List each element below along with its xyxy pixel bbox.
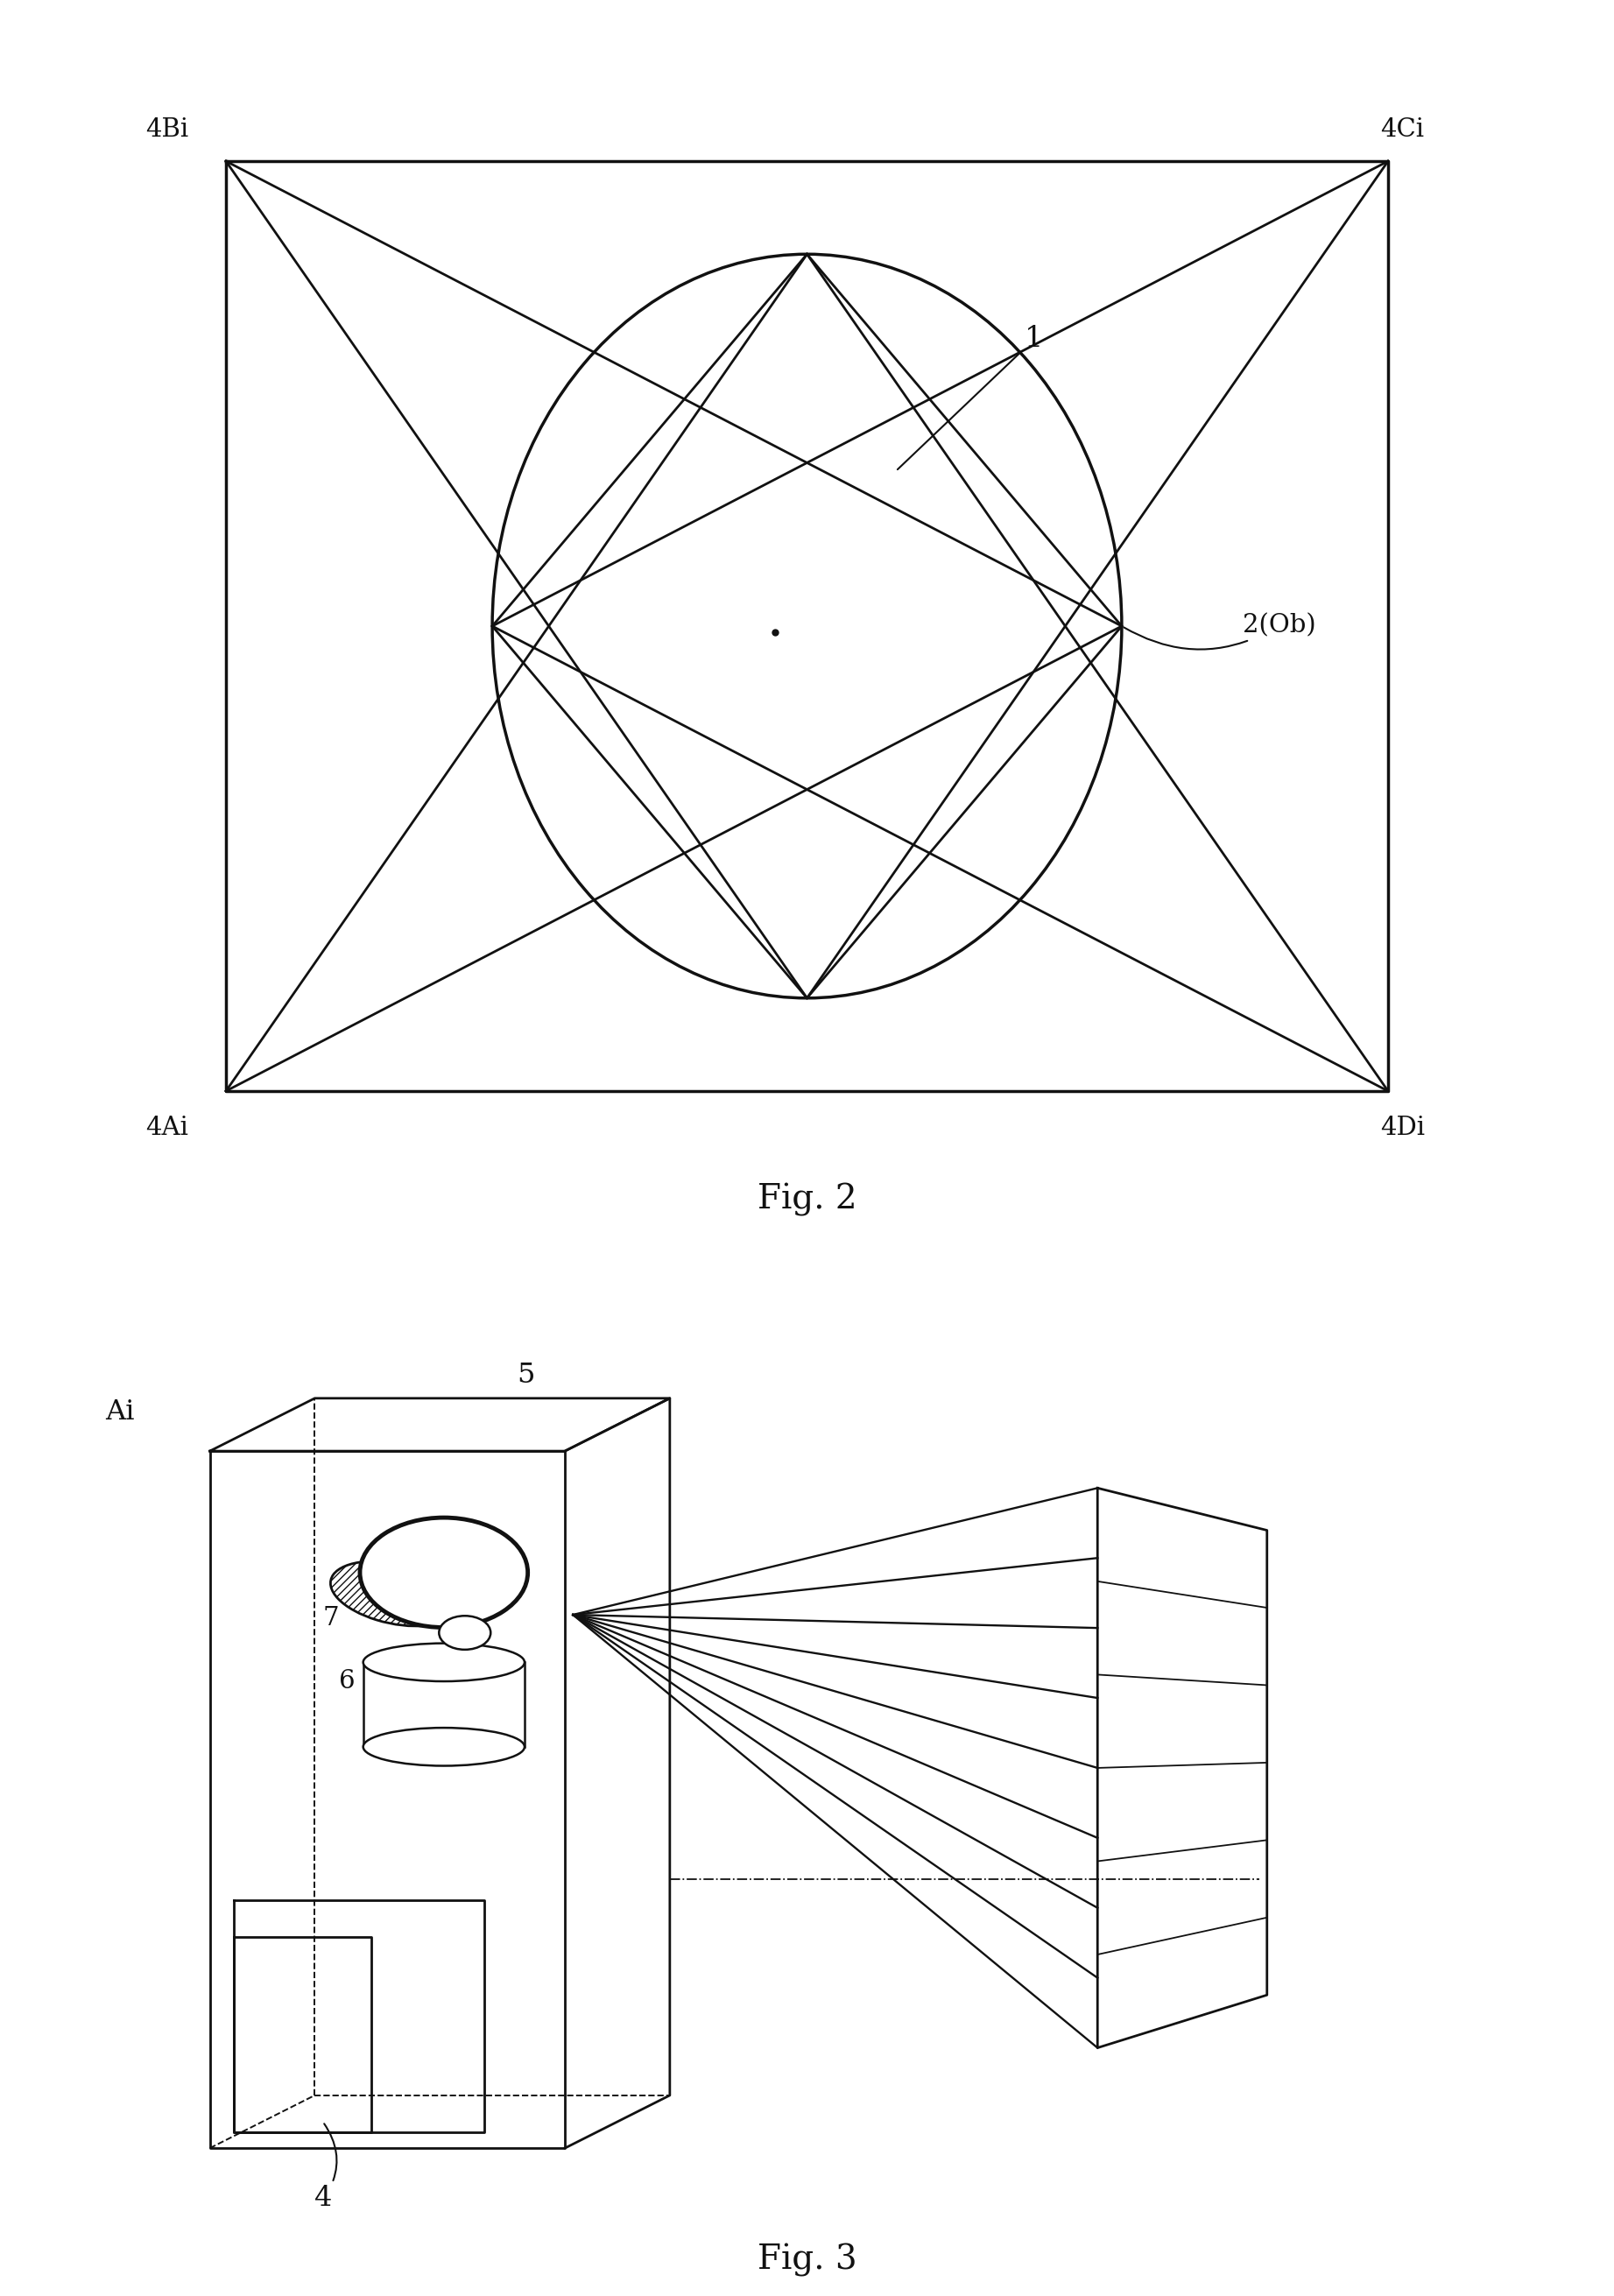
Text: 4Di: 4Di (1380, 1116, 1425, 1139)
Text: Ai: Ai (105, 1398, 134, 1426)
Ellipse shape (363, 1644, 525, 1681)
Text: 5: 5 (516, 1362, 534, 1389)
Text: 4Ai: 4Ai (145, 1116, 189, 1139)
Ellipse shape (331, 1561, 460, 1626)
Text: 7: 7 (323, 1607, 339, 1630)
Text: 1: 1 (897, 326, 1044, 468)
Text: 2(Ob): 2(Ob) (1123, 613, 1315, 650)
Text: 4Bi: 4Bi (145, 117, 189, 142)
Text: 6: 6 (339, 1669, 355, 1694)
Text: Fig. 2: Fig. 2 (757, 1182, 857, 1217)
Circle shape (360, 1518, 528, 1628)
Text: Fig. 3: Fig. 3 (757, 2243, 857, 2278)
Ellipse shape (363, 1729, 525, 1766)
Text: 4: 4 (315, 2124, 337, 2213)
Circle shape (439, 1616, 491, 1649)
Text: 4Ci: 4Ci (1380, 117, 1424, 142)
